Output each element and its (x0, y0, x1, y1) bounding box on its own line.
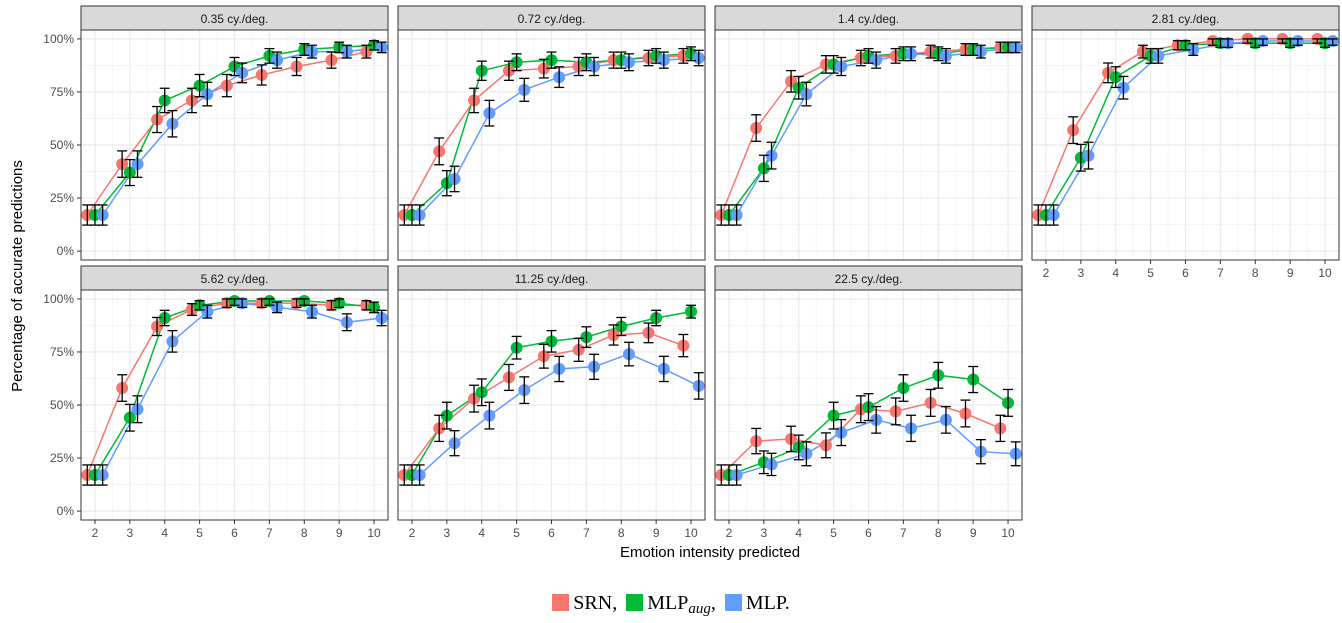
facet-strip (397, 265, 706, 291)
panel-border (397, 29, 706, 261)
facet-panel: 0.35 cy./deg. 0% 25% 50% 75% 100% (43, 5, 389, 261)
x-tick-label: 10 (1318, 266, 1332, 280)
facet-panel: 22.5 cy./deg. 2 3 4 5 6 7 8 9 10 (714, 265, 1023, 540)
facet-strip-label: 2.81 cy./deg. (1152, 12, 1220, 26)
x-tick-label: 7 (583, 526, 590, 540)
facet-panels: 0.35 cy./deg.0%25%50%75%100%0.72 cy./deg… (43, 5, 1340, 540)
y-tick-label: 50% (50, 138, 74, 152)
x-tick-label: 4 (478, 526, 485, 540)
x-tick-label: 6 (231, 526, 238, 540)
x-tick-label: 8 (618, 526, 625, 540)
x-tick-label: 8 (1252, 266, 1259, 280)
legend-swatch-mlp (724, 594, 742, 611)
legend-label-mlp-aug-suffix: , (710, 592, 716, 614)
legend-label-mlp: MLP. (745, 592, 790, 614)
x-tick-label: 5 (830, 526, 837, 540)
facet-strip-label: 11.25 cy./deg. (515, 272, 589, 286)
y-tick-label: 100% (43, 292, 74, 306)
legend-item-srn: SRN, (552, 592, 617, 615)
x-tick-label: 6 (548, 526, 555, 540)
facet-strip-label: 5.62 cy./deg. (201, 272, 269, 286)
facet-strip-label: 0.72 cy./deg. (518, 12, 586, 26)
x-tick-label: 5 (513, 526, 520, 540)
x-tick-label: 9 (336, 526, 343, 540)
facet-panel: 0.72 cy./deg. (397, 5, 706, 261)
legend-swatch-srn (552, 594, 570, 611)
facet-panel: 11.25 cy./deg. 2 3 4 5 6 7 8 9 10 (397, 265, 706, 540)
facet-strip (714, 265, 1023, 291)
x-tick-label: 7 (900, 526, 907, 540)
y-tick-label: 0% (57, 244, 75, 258)
x-tick-label: 6 (865, 526, 872, 540)
x-tick-label: 3 (760, 526, 767, 540)
legend-label-srn: SRN, (573, 592, 618, 614)
x-tick-label: 2 (92, 526, 99, 540)
y-tick-label: 75% (50, 345, 74, 359)
facet-strip (80, 265, 389, 291)
y-tick-label: 100% (43, 32, 74, 46)
y-tick-label: 75% (50, 85, 74, 99)
x-tick-label: 7 (266, 526, 273, 540)
x-tick-label: 4 (161, 526, 168, 540)
legend: SRN, MLPaug, MLP. (0, 592, 1342, 618)
x-tick-label: 10 (684, 526, 698, 540)
y-tick-label: 50% (50, 398, 74, 412)
x-tick-label: 4 (1112, 266, 1119, 280)
x-tick-label: 9 (1287, 266, 1294, 280)
y-tick-label: 25% (50, 191, 74, 205)
x-tick-label: 6 (1182, 266, 1189, 280)
facet-strip-label: 0.35 cy./deg. (201, 12, 269, 26)
y-tick-label: 25% (50, 451, 74, 465)
x-tick-label: 5 (1147, 266, 1154, 280)
legend-label-mlp-aug-subscript: aug (688, 601, 711, 617)
facet-strip-label: 22.5 cy./deg. (835, 272, 903, 286)
x-tick-label: 7 (1217, 266, 1224, 280)
facet-strip-label: 1.4 cy./deg. (838, 12, 899, 26)
x-tick-label: 8 (935, 526, 942, 540)
facet-panel: 5.62 cy./deg. 0% 25% 50% 75% 100% 2 3 4 5 6 7 8 9 10 (43, 265, 389, 540)
x-tick-label: 2 (726, 526, 733, 540)
legend-swatch-mlp-aug (626, 594, 644, 611)
x-tick-label: 10 (367, 526, 381, 540)
facet-strip (80, 5, 389, 31)
legend-item-mlp-aug: MLPaug, (626, 592, 716, 618)
x-tick-label: 9 (970, 526, 977, 540)
facet-strip (714, 5, 1023, 31)
faceted-line-chart: Percentage of accurate predictions Emoti… (9, 5, 1340, 561)
panel-border (714, 29, 1023, 261)
x-tick-label: 10 (1001, 526, 1015, 540)
x-tick-label: 4 (795, 526, 802, 540)
x-tick-label: 9 (653, 526, 660, 540)
x-tick-label: 2 (409, 526, 416, 540)
facet-panel: 1.4 cy./deg. (714, 5, 1023, 261)
facet-panel: 2.81 cy./deg. 2 3 4 5 6 7 8 9 10 (1031, 5, 1340, 280)
legend-label-mlp-aug: MLP (647, 592, 689, 614)
x-tick-label: 8 (301, 526, 308, 540)
x-tick-label: 2 (1043, 266, 1050, 280)
x-axis-title: Emotion intensity predicted (620, 544, 800, 561)
y-axis-title: Percentage of accurate predictions (9, 160, 26, 392)
x-tick-label: 3 (126, 526, 133, 540)
x-tick-label: 3 (1077, 266, 1084, 280)
x-tick-label: 3 (443, 526, 450, 540)
x-tick-label: 5 (196, 526, 203, 540)
y-tick-label: 0% (57, 504, 75, 518)
legend-item-mlp: MLP. (724, 592, 790, 615)
